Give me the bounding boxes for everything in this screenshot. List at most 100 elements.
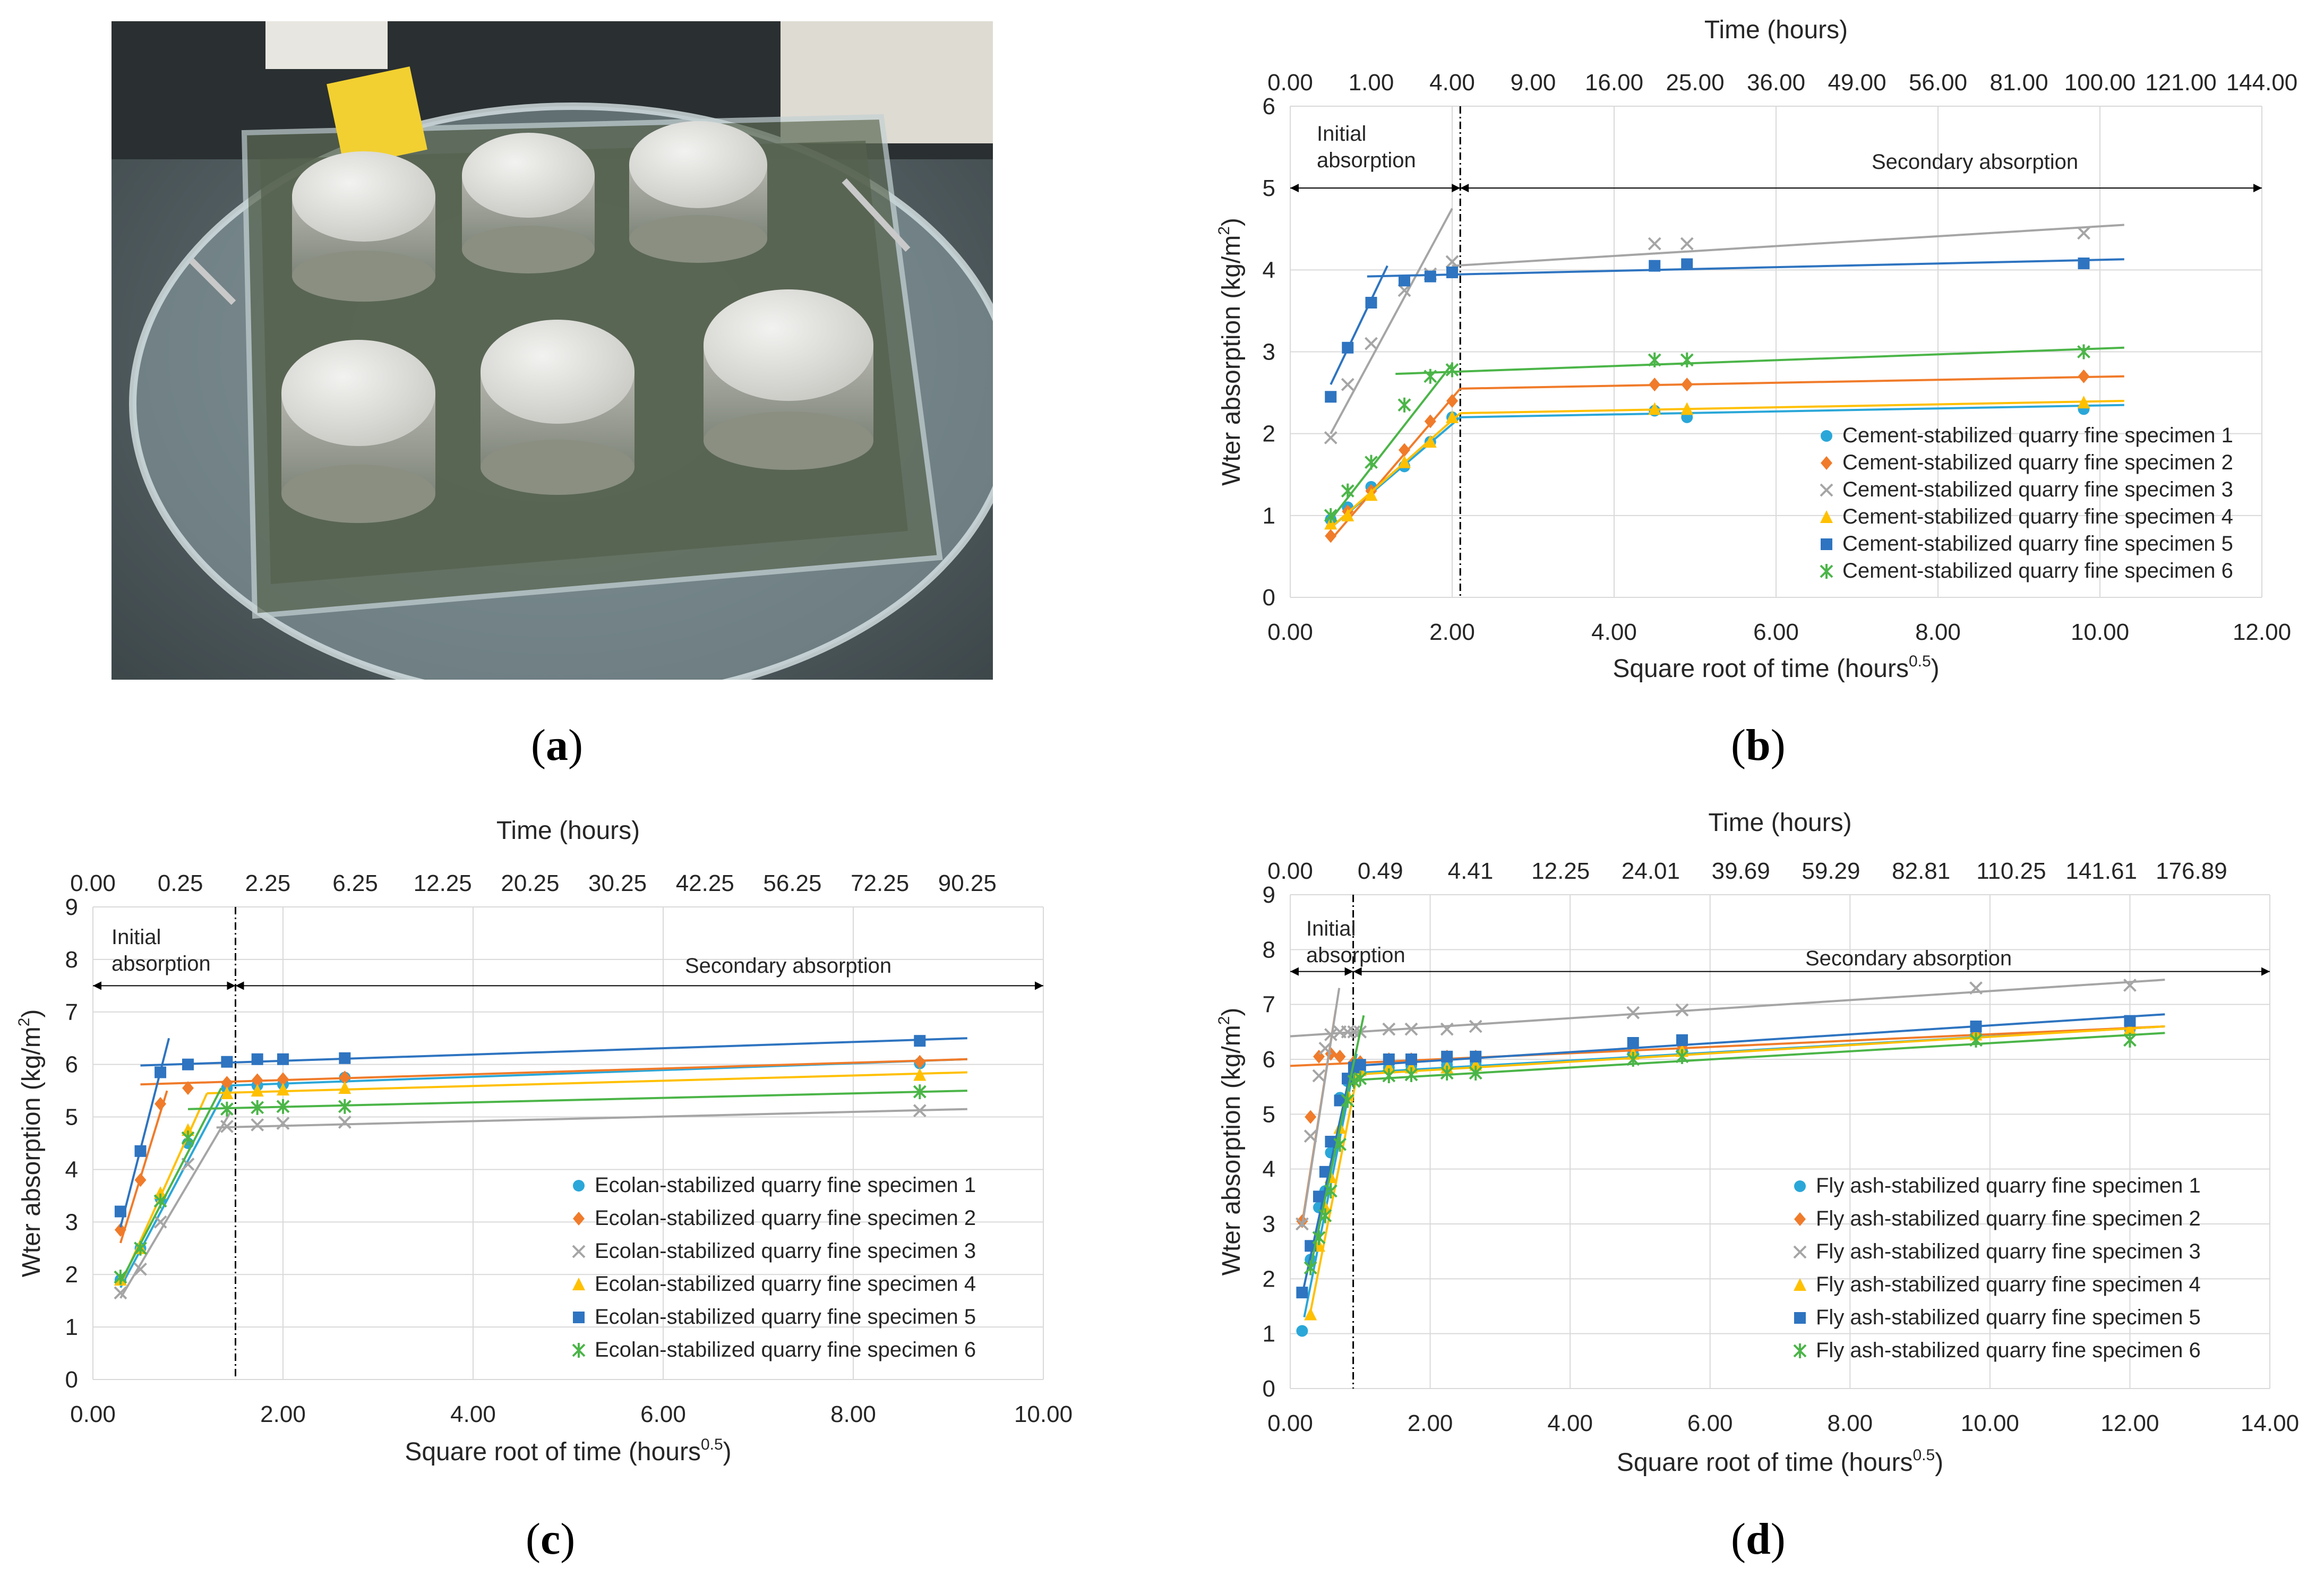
data-point <box>1680 402 1694 415</box>
x-tick-label: 4.00 <box>450 1401 496 1427</box>
chart-d: 0.00 2.00 4.00 6.00 8.00 10.00 12.00 14.00 0 1 2 3 4… <box>1215 809 2299 1477</box>
data-point <box>1341 1093 1354 1108</box>
x-tick-label: 12.00 <box>2233 619 2291 645</box>
x-axis-title-sup: 0.5 <box>1913 1446 1935 1464</box>
initial-arrowhead-left <box>1290 967 1299 976</box>
initial-absorption-label: Initial <box>1317 122 1366 145</box>
top-tick-label: 4.41 <box>1448 858 1494 884</box>
data-point <box>913 1084 927 1100</box>
secondary-arrowhead-right <box>2261 967 2270 976</box>
data-point <box>1319 1166 1331 1178</box>
y-tick-label: 1 <box>65 1314 78 1340</box>
data-point <box>1626 1052 1640 1067</box>
top-tick-label: 39.69 <box>1712 858 1770 884</box>
legend-label: Fly ash-stabilized quarry fine specimen … <box>1816 1339 2201 1362</box>
y-tick-label: 3 <box>1263 339 1275 365</box>
data-point <box>1325 529 1337 543</box>
y-axis-title-end: ) <box>18 1009 46 1018</box>
top-tick-label: 144.00 <box>2226 70 2298 96</box>
trend-line <box>119 1090 168 1244</box>
data-point <box>251 1084 264 1097</box>
y-tick-label: 2 <box>1263 421 1275 447</box>
top-tick-label: 24.01 <box>1622 858 1680 884</box>
y-tick-label: 3 <box>65 1209 78 1235</box>
data-point <box>1325 1136 1337 1147</box>
legend-label: Cement-stabilized quarry fine specimen 5 <box>1842 532 2233 555</box>
y-tick-label: 4 <box>1263 1156 1275 1183</box>
top-tick-label: 0.00 <box>70 870 116 896</box>
secondary-arrowhead-left <box>1460 184 1469 193</box>
series-3: Cement-stabilized quarry fine specimen 3 <box>1324 208 2233 501</box>
data-point <box>1675 1049 1689 1064</box>
legend-label: Ecolan-stabilized quarry fine specimen 3 <box>595 1239 976 1263</box>
data-point <box>1382 1060 1395 1074</box>
data-point <box>1324 1184 1337 1198</box>
legend-label: Ecolan-stabilized quarry fine specimen 2 <box>595 1206 976 1230</box>
trend-line <box>1452 224 2124 267</box>
legend-marker <box>573 1312 585 1323</box>
data-point <box>1627 1037 1639 1049</box>
data-point <box>1469 1058 1482 1071</box>
data-point <box>1648 237 1661 251</box>
data-point <box>114 1286 127 1300</box>
legend-marker <box>1820 510 1833 523</box>
secondary-absorption-label: Secondary absorption <box>1805 947 2012 970</box>
data-point <box>1681 378 1693 392</box>
data-point <box>1424 414 1436 429</box>
top-tick-label: 56.25 <box>763 870 821 896</box>
legend-marker <box>1820 564 1833 579</box>
y-axis-title: Wter absorption (kg/m2) <box>1215 218 1246 486</box>
y-tick-label: 6 <box>65 1052 78 1078</box>
data-point <box>1469 1019 1482 1033</box>
data-point <box>277 1072 289 1086</box>
x-axis-title-sup: 0.5 <box>701 1436 723 1453</box>
panel-label-a-close: ) <box>568 721 583 770</box>
data-point <box>134 1173 147 1187</box>
x-axis-title-end: ) <box>723 1438 732 1466</box>
trend-line <box>1460 375 2124 390</box>
initial-arrowhead-right <box>1452 184 1461 193</box>
top-tick-label: 16.00 <box>1585 70 1643 96</box>
trend-line <box>1353 1032 2165 1082</box>
legend-marker <box>573 1180 585 1192</box>
data-point <box>2078 369 2090 383</box>
data-point <box>1397 284 1411 297</box>
y-axis-title-main: Wter absorption (kg/m <box>1217 1025 1246 1275</box>
data-point <box>1970 1021 1982 1032</box>
data-point <box>276 1117 290 1130</box>
trend-line <box>1290 1025 2165 1067</box>
data-point <box>220 1119 234 1133</box>
top-tick-label: 82.81 <box>1892 858 1950 884</box>
initial-absorption-label: absorption <box>1306 944 1405 967</box>
panel-label-b-close: ) <box>1770 721 1786 770</box>
top-tick-label: 1.00 <box>1349 70 1394 96</box>
y-tick-label: 7 <box>65 999 78 1025</box>
data-point <box>182 1123 194 1136</box>
data-point <box>251 1100 264 1115</box>
legend-marker <box>573 1212 585 1226</box>
data-point <box>114 1223 126 1237</box>
y-tick-label: 4 <box>1263 257 1275 283</box>
data-point <box>1441 1050 1453 1063</box>
series-5: Ecolan-stabilized quarry fine specimen 5 <box>114 1035 976 1329</box>
series-6: Cement-stabilized quarry fine specimen 6 <box>1324 344 2233 582</box>
y-axis-title-main: Wter absorption (kg/m <box>18 1026 46 1277</box>
x-tick-label: 2.00 <box>1429 619 1475 645</box>
trend-line <box>140 1037 967 1067</box>
data-point <box>1334 1094 1346 1107</box>
trend-line <box>1301 988 1341 1227</box>
data-point <box>1440 1065 1454 1081</box>
x-axis-title-main: Square root of time (hours <box>1613 655 1909 683</box>
top-tick-label: 9.00 <box>1511 70 1556 96</box>
x-tick-label: 0.00 <box>1267 1410 1313 1436</box>
data-point <box>1312 1069 1326 1083</box>
legend-marker <box>1794 1312 1806 1324</box>
concrete-specimens-photo-icon <box>112 21 1018 705</box>
x-tick-label: 4.00 <box>1547 1410 1593 1436</box>
data-point <box>1469 1065 1482 1081</box>
x-tick-label: 6.00 <box>1687 1410 1733 1436</box>
data-point <box>1313 1190 1325 1203</box>
data-point <box>1445 362 1459 378</box>
data-point <box>1353 1071 1367 1086</box>
data-point <box>153 1193 167 1209</box>
